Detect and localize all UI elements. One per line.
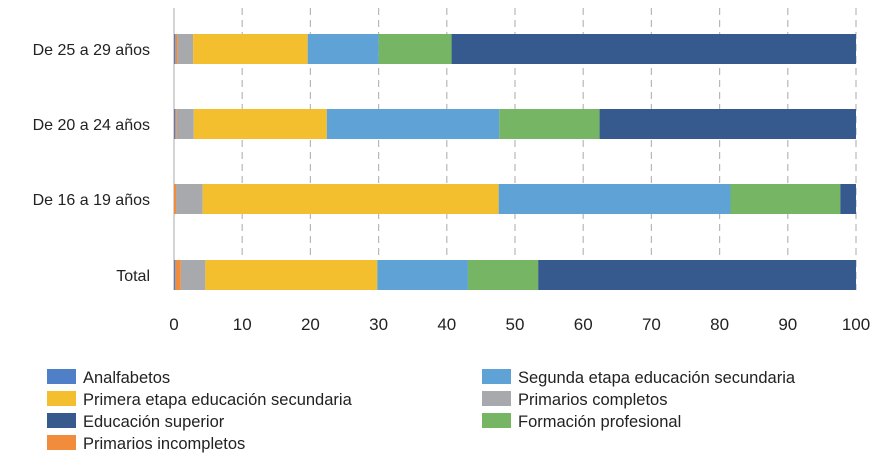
legend-swatch: [47, 413, 76, 428]
legend-label: Primarios incompletos: [83, 435, 245, 453]
legend-label: Primarios completos: [518, 391, 667, 409]
bar-segment: [599, 109, 856, 139]
bar-segment: [451, 34, 856, 64]
x-tick-label: 40: [437, 315, 456, 334]
legend-label: Educación superior: [83, 413, 225, 431]
bar-segment: [307, 34, 379, 64]
bar-segment: [175, 34, 178, 64]
category-labels: De 25 a 29 años De 20 a 24 años De 16 a 19…: [33, 42, 150, 285]
x-tick-label: 0: [169, 315, 178, 334]
legend-swatch: [47, 391, 76, 406]
x-tick-label: 60: [574, 315, 593, 334]
bar-segment: [730, 184, 841, 214]
legend-swatch: [482, 369, 511, 384]
legend-swatch: [47, 369, 76, 384]
bar-segment: [176, 184, 203, 214]
category-label: De 20 a 24 años: [33, 117, 150, 134]
legend-swatch: [482, 413, 511, 428]
bar-segment: [467, 260, 539, 290]
bar-segment: [498, 184, 731, 214]
legend-label: Segunda etapa educación secundaria: [518, 369, 796, 387]
x-tick-label: 90: [778, 315, 797, 334]
bar-segment: [193, 34, 308, 64]
bar-segment: [174, 34, 176, 64]
bar-segment: [174, 109, 176, 139]
legend-swatch: [47, 435, 76, 450]
legend-label: Analfabetos: [83, 369, 170, 387]
bar-segment: [840, 184, 856, 214]
x-tick-label: 20: [301, 315, 320, 334]
bar-segment: [202, 184, 499, 214]
bar-segment: [205, 260, 378, 290]
bar-segment: [176, 109, 194, 139]
x-tick-label: 80: [710, 315, 729, 334]
bar-segment: [175, 109, 177, 139]
bar-segment: [378, 34, 452, 64]
x-tick-label: 100: [842, 315, 870, 334]
x-axis-tick-labels: 0 10 20 30 40 50 60 70 80 90 100: [169, 315, 870, 334]
bar-segment: [193, 109, 327, 139]
category-label: De 16 a 19 años: [33, 192, 150, 209]
category-label: De 25 a 29 años: [33, 42, 150, 59]
x-tick-label: 30: [369, 315, 388, 334]
bar-segment: [499, 109, 600, 139]
x-tick-label: 70: [642, 315, 661, 334]
category-label: Total: [116, 268, 150, 285]
legend-swatch: [482, 391, 511, 406]
bar-segment: [326, 109, 500, 139]
legend-label: Primera etapa educación secundaria: [83, 391, 353, 409]
legend-label: Formación profesional: [518, 413, 681, 431]
x-tick-label: 50: [506, 315, 525, 334]
x-tick-label: 10: [233, 315, 252, 334]
bar-segment: [174, 184, 177, 214]
bar-segment: [175, 260, 181, 290]
bar-segment: [377, 260, 468, 290]
legend: Analfabetos Primera etapa educación secun…: [47, 369, 796, 453]
bar-segment: [177, 34, 194, 64]
bar-segment: [174, 260, 176, 290]
bar-segment: [538, 260, 856, 290]
bars: [174, 34, 856, 290]
bar-segment: [180, 260, 206, 290]
